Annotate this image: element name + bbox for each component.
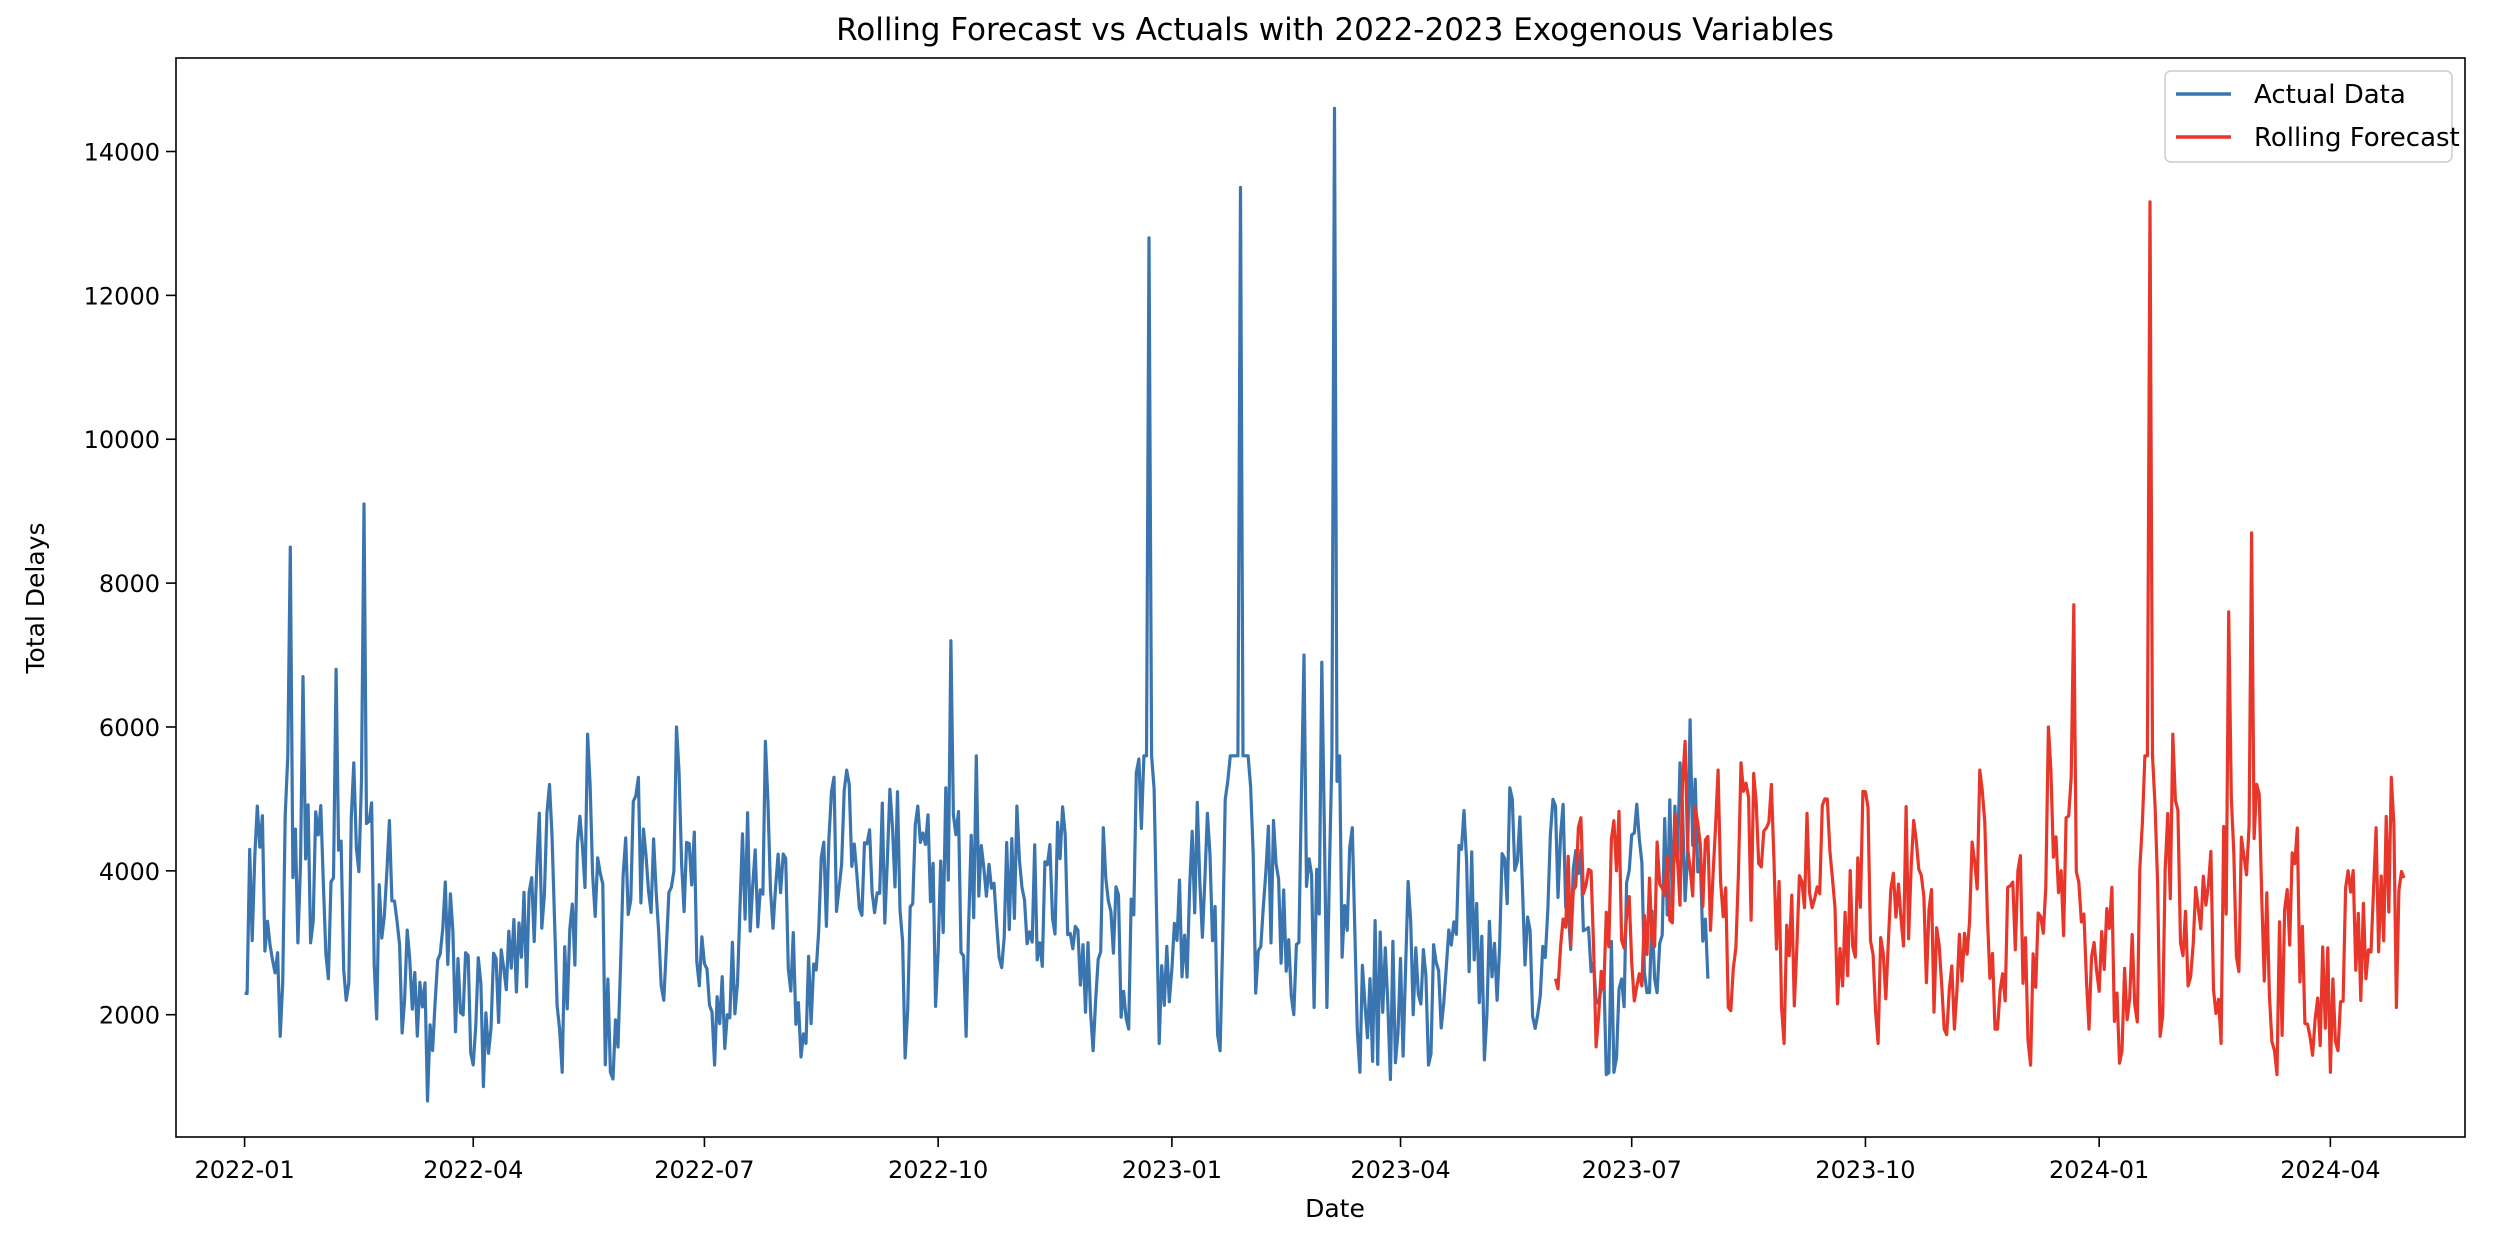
x-tick-label: 2023-10 [1815, 1156, 1915, 1184]
series-line-rolling-forecast [1553, 200, 2406, 1077]
chart-title: Rolling Forecast vs Actuals with 2022-20… [836, 12, 1834, 48]
x-tick-label: 2024-04 [2280, 1156, 2380, 1184]
legend-label-actual-data: Actual Data [2254, 80, 2406, 110]
y-tick-label: 12000 [84, 282, 160, 310]
series-line-actual-data [244, 106, 1710, 1103]
y-tick-label: 8000 [99, 570, 160, 598]
x-tick-label: 2023-01 [1122, 1156, 1222, 1184]
x-tick-label: 2022-10 [888, 1156, 988, 1184]
legend-label-rolling-forecast: Rolling Forecast [2254, 123, 2460, 153]
y-axis: 2000 4000 6000 8000 10000 12000 14000 [84, 139, 176, 1030]
y-tick-label: 2000 [99, 1002, 160, 1030]
x-tick-label: 2023-07 [1582, 1156, 1682, 1184]
y-tick-label: 10000 [84, 426, 160, 454]
x-axis: 2022-01 2022-04 2022-07 2022-10 2023-01 2023-… [194, 1137, 2380, 1184]
x-tick-label: 2024-01 [2049, 1156, 2149, 1184]
plot-frame [175, 57, 2466, 1138]
x-tick-label: 2022-01 [194, 1156, 294, 1184]
y-tick-label: 14000 [84, 139, 160, 167]
legend-box [2164, 70, 2453, 163]
series-layer [244, 106, 2406, 1103]
y-tick-label: 4000 [99, 858, 160, 886]
y-axis-label: Total Delays [21, 522, 50, 674]
x-tick-label: 2022-07 [654, 1156, 754, 1184]
legend: Actual Data Rolling Forecast [2164, 70, 2460, 163]
x-tick-label: 2023-04 [1350, 1156, 1450, 1184]
x-tick-label: 2022-04 [423, 1156, 523, 1184]
x-axis-label: Date [1305, 1194, 1365, 1223]
y-tick-label: 6000 [99, 714, 160, 742]
